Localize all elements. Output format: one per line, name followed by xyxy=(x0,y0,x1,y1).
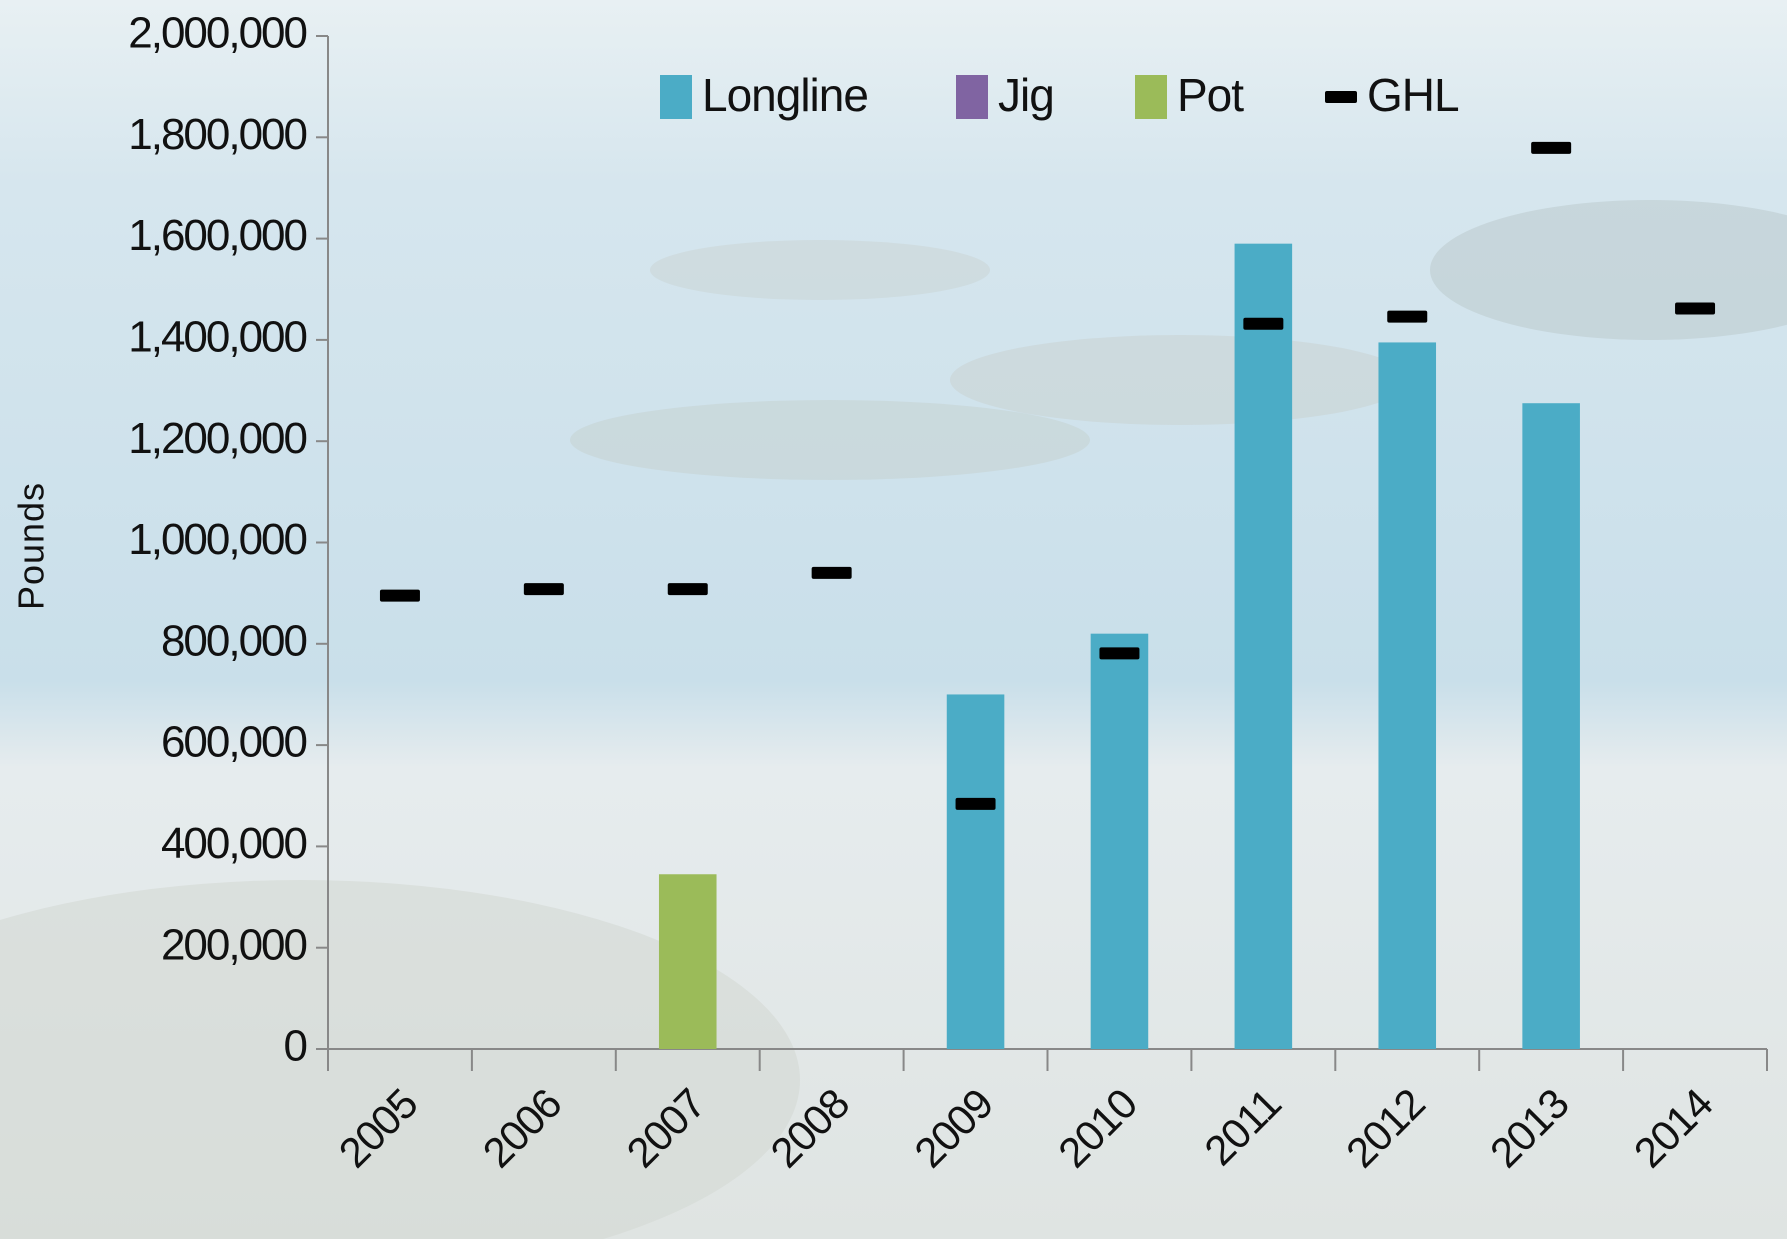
y-tick-label: 600,000 xyxy=(161,718,307,767)
legend-swatch xyxy=(1325,91,1357,103)
y-tick-label: 1,400,000 xyxy=(128,313,306,362)
y-tick-label: 2,000,000 xyxy=(128,9,306,58)
y-tick-label: 200,000 xyxy=(161,920,307,969)
marker xyxy=(1531,141,1572,154)
marker xyxy=(379,589,420,602)
marker xyxy=(1099,647,1140,660)
legend-label: Longline xyxy=(702,69,868,121)
y-axis-label: Pounds xyxy=(11,482,52,610)
legend-label: Pot xyxy=(1177,69,1244,121)
y-tick-label: 0 xyxy=(284,1022,307,1071)
background-island xyxy=(650,240,990,300)
bar xyxy=(1234,243,1293,1050)
background-island xyxy=(950,335,1410,425)
legend-swatch xyxy=(660,75,692,119)
marker xyxy=(811,566,852,579)
y-tick-label: 1,800,000 xyxy=(128,110,306,159)
legend-swatch xyxy=(1135,75,1167,119)
bar xyxy=(946,694,1005,1049)
marker xyxy=(523,583,564,596)
y-tick-label: 800,000 xyxy=(161,616,307,665)
background-hill xyxy=(0,880,800,1239)
marker xyxy=(667,583,708,596)
y-tick-label: 1,600,000 xyxy=(128,211,306,260)
bar xyxy=(1378,342,1437,1049)
marker xyxy=(1675,302,1716,315)
bar xyxy=(658,874,717,1049)
marker xyxy=(1387,310,1428,323)
y-tick-label: 1,000,000 xyxy=(128,515,306,564)
legend-swatch xyxy=(956,75,988,119)
bar xyxy=(1522,403,1580,1049)
background-island xyxy=(570,400,1090,480)
legend-label: Jig xyxy=(998,69,1054,121)
marker xyxy=(1243,317,1284,330)
legend-label: GHL xyxy=(1367,69,1459,121)
y-tick-label: 400,000 xyxy=(161,819,307,868)
y-tick-label: 1,200,000 xyxy=(128,414,306,463)
marker xyxy=(955,797,996,810)
bar xyxy=(1090,633,1149,1049)
